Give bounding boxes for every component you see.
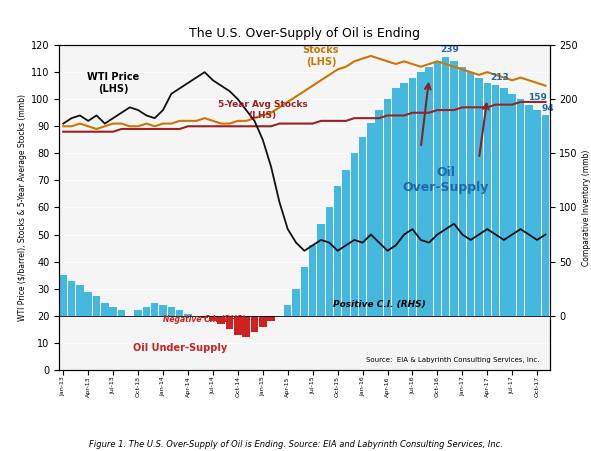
Bar — [359, 137, 366, 316]
Bar — [93, 296, 100, 316]
Bar — [442, 57, 449, 316]
Bar — [450, 61, 458, 316]
Bar — [109, 307, 117, 316]
Text: Oil Under-Supply: Oil Under-Supply — [132, 343, 227, 353]
Bar — [483, 83, 491, 316]
Bar — [426, 67, 433, 316]
Bar — [542, 115, 549, 316]
Bar — [176, 310, 183, 316]
Bar — [76, 285, 84, 316]
Y-axis label: Comparative Inventory (mmb): Comparative Inventory (mmb) — [582, 149, 591, 266]
Bar — [251, 316, 258, 332]
Bar — [400, 83, 408, 316]
Bar — [142, 307, 150, 316]
Bar — [459, 67, 466, 316]
Bar — [267, 316, 275, 321]
Bar — [134, 310, 142, 316]
Bar — [293, 289, 300, 316]
Bar — [226, 316, 233, 329]
Bar — [392, 88, 400, 316]
Bar — [317, 224, 324, 316]
Bar — [350, 153, 358, 316]
Bar — [309, 245, 316, 316]
Bar — [375, 110, 383, 316]
Bar — [259, 316, 267, 327]
Bar — [217, 316, 225, 324]
Bar — [342, 170, 350, 316]
Bar — [334, 186, 342, 316]
Bar — [118, 310, 125, 316]
Bar — [234, 316, 242, 335]
Bar — [417, 72, 424, 316]
Bar — [85, 292, 92, 316]
Bar — [160, 305, 167, 316]
Bar — [508, 94, 516, 316]
Text: Negative C.I. (RHS): Negative C.I. (RHS) — [163, 315, 246, 324]
Bar — [68, 281, 75, 316]
Bar — [500, 88, 508, 316]
Bar — [525, 105, 532, 316]
Text: Oil
Over-Supply: Oil Over-Supply — [402, 166, 489, 194]
Bar — [168, 307, 175, 316]
Bar — [151, 303, 158, 316]
Text: 5-Year Avg Stocks
(LHS): 5-Year Avg Stocks (LHS) — [218, 100, 308, 120]
Bar — [367, 123, 375, 316]
Bar — [467, 72, 475, 316]
Bar — [242, 316, 250, 337]
Text: Positive C.I. (RHS): Positive C.I. (RHS) — [333, 300, 426, 309]
Bar — [326, 207, 333, 316]
Bar — [434, 61, 441, 316]
Text: 159: 159 — [528, 93, 547, 102]
Bar — [534, 110, 541, 316]
Bar — [384, 99, 391, 316]
Text: WTI Price
(LHS): WTI Price (LHS) — [87, 72, 139, 94]
Bar — [475, 78, 483, 316]
Text: 213: 213 — [491, 74, 509, 83]
Bar — [60, 275, 67, 316]
Bar — [184, 313, 191, 316]
Text: 94: 94 — [541, 104, 554, 113]
Bar — [209, 316, 217, 321]
Text: Stocks
(LHS): Stocks (LHS) — [303, 45, 339, 67]
Bar — [301, 267, 308, 316]
Y-axis label: WTI Price ($/barrel), Stocks & 5-Year Average Stocks (mmb): WTI Price ($/barrel), Stocks & 5-Year Av… — [18, 94, 27, 321]
Text: Source:  EIA & Labyrinth Consulting Services, Inc.: Source: EIA & Labyrinth Consulting Servi… — [366, 357, 540, 364]
Bar — [284, 305, 291, 316]
Text: Figure 1. The U.S. Over-Supply of Oil is Ending. Source: EIA and Labyrinth Consu: Figure 1. The U.S. Over-Supply of Oil is… — [89, 440, 502, 449]
Bar — [201, 316, 209, 318]
Bar — [517, 99, 524, 316]
Text: 239: 239 — [440, 45, 459, 54]
Bar — [101, 303, 109, 316]
Bar — [409, 78, 416, 316]
Title: The U.S. Over-Supply of Oil is Ending: The U.S. Over-Supply of Oil is Ending — [189, 27, 420, 40]
Bar — [492, 85, 499, 316]
